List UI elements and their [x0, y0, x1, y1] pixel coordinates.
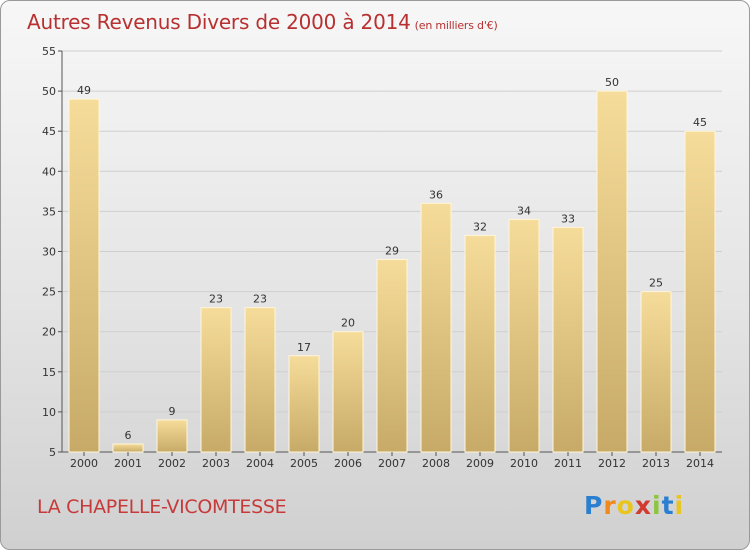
proxiti-logo: Proxiti [584, 491, 684, 520]
logo-letter: r [603, 491, 617, 520]
data-label: 29 [385, 245, 399, 258]
y-tick-label: 10 [42, 406, 56, 419]
bar [464, 234, 496, 453]
x-tick-label: 2013 [642, 457, 670, 470]
x-tick-label: 2003 [202, 457, 230, 470]
x-tick-label: 2005 [290, 457, 318, 470]
y-tick-label: 25 [42, 286, 56, 299]
bar [332, 331, 364, 453]
data-label: 49 [77, 84, 91, 97]
data-label: 23 [209, 293, 223, 306]
town-name: LA CHAPELLE-VICOMTESSE [37, 496, 287, 518]
title-unit: (en milliers d'€) [414, 19, 498, 32]
bar [68, 98, 100, 453]
y-tick-label: 45 [42, 125, 56, 138]
x-tick-label: 2004 [246, 457, 274, 470]
x-tick-label: 2010 [510, 457, 538, 470]
bar [552, 226, 584, 453]
y-tick-label: 30 [42, 246, 56, 259]
chart-title: Autres Revenus Divers de 2000 à 2014 (en … [27, 10, 498, 34]
logo-letter: t [661, 491, 675, 520]
y-tick-label: 40 [42, 165, 56, 178]
y-tick-label: 50 [42, 85, 56, 98]
x-tick-label: 2009 [466, 457, 494, 470]
x-tick-label: 2002 [158, 457, 186, 470]
logo-letter: i [652, 491, 662, 520]
bar [200, 307, 232, 453]
logo-letter: i [674, 491, 685, 520]
bar [156, 419, 188, 453]
y-tick-label: 55 [42, 45, 56, 58]
bar [244, 307, 276, 453]
data-label: 6 [125, 429, 132, 442]
title-main: Autres Revenus Divers de 2000 à 2014 [27, 10, 411, 34]
data-label: 23 [253, 293, 267, 306]
data-label: 45 [693, 116, 707, 129]
bar [508, 218, 540, 453]
data-label: 34 [517, 204, 531, 217]
y-tick-label: 20 [42, 326, 56, 339]
bar [420, 202, 452, 453]
x-tick-label: 2007 [378, 457, 406, 470]
bar [640, 291, 672, 453]
bar [376, 259, 408, 453]
data-label: 20 [341, 317, 355, 330]
y-tick-label: 35 [42, 205, 56, 218]
logo-letter: o [616, 491, 635, 520]
data-label: 50 [605, 76, 619, 89]
x-tick-label: 2001 [114, 457, 142, 470]
data-label: 9 [169, 405, 176, 418]
x-tick-label: 2006 [334, 457, 362, 470]
logo-letter: P [584, 491, 604, 520]
bar [596, 90, 628, 453]
data-label: 17 [297, 341, 311, 354]
x-tick-label: 2008 [422, 457, 450, 470]
x-tick-label: 2000 [70, 457, 98, 470]
bar [112, 443, 144, 453]
y-tick-label: 5 [49, 446, 56, 459]
data-label: 32 [473, 220, 487, 233]
x-tick-label: 2012 [598, 457, 626, 470]
x-tick-label: 2014 [686, 457, 714, 470]
data-label: 36 [429, 188, 443, 201]
data-label: 25 [649, 277, 663, 290]
bar [288, 355, 320, 453]
logo-letter: x [634, 491, 652, 520]
x-tick-label: 2011 [554, 457, 582, 470]
data-label: 33 [561, 212, 575, 225]
bar [684, 130, 716, 453]
y-tick-label: 15 [42, 366, 56, 379]
